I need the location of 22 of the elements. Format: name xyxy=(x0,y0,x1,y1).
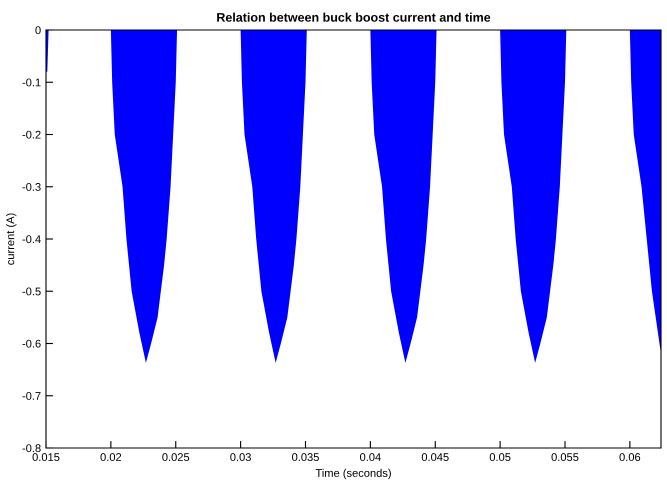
chart-title: Relation between buck boost current and time xyxy=(217,12,490,22)
x-tick-label: 0.06 xyxy=(619,453,640,462)
y-tick-label: -0.2 xyxy=(22,130,41,139)
y-tick-label: -0.1 xyxy=(22,78,41,86)
x-tick-label: 0.03 xyxy=(230,453,251,462)
x-axis-title: Time (seconds) xyxy=(316,468,391,480)
x-tick-label: 0.02 xyxy=(100,453,122,462)
x-tick-label: 0.025 xyxy=(162,453,190,462)
y-tick-label: -0.6 xyxy=(22,340,41,348)
y-tick-label: 0 xyxy=(35,26,41,34)
x-tick-label: 0.015 xyxy=(32,453,60,462)
x-tick-label: 0.05 xyxy=(490,453,510,462)
x-tick-label: 0.04 xyxy=(360,453,381,462)
y-tick-label: -0.8 xyxy=(22,444,41,452)
y-tick-label: -0.7 xyxy=(22,392,41,400)
y-tick-label: -0.4 xyxy=(22,235,41,244)
x-tick-label: 0.035 xyxy=(292,453,319,462)
y-tick-label: -0.5 xyxy=(22,288,41,296)
x-tick-label: 0.045 xyxy=(422,453,449,462)
y-axis-title: current (A) xyxy=(6,213,16,265)
x-tick-label: 0.055 xyxy=(552,453,578,462)
y-tick-label: -0.3 xyxy=(22,183,41,191)
